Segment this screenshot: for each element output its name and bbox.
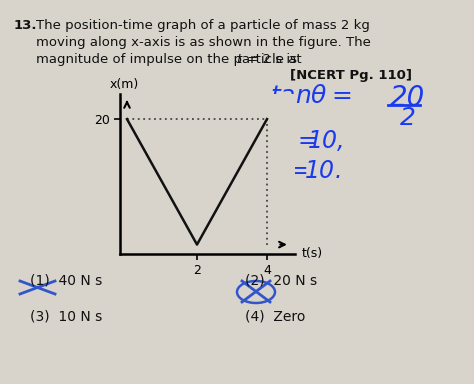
- Text: $v=$: $v=$: [270, 159, 308, 183]
- Text: (3)  10 N s: (3) 10 N s: [30, 309, 102, 323]
- Text: t(s): t(s): [302, 248, 323, 260]
- Text: (4)  Zero: (4) Zero: [245, 309, 305, 323]
- Text: (1)  40 N s: (1) 40 N s: [30, 274, 102, 288]
- Text: $m=$: $m=$: [270, 129, 317, 153]
- Text: 10: 10: [305, 159, 335, 183]
- Text: [NCERT Pg. 110]: [NCERT Pg. 110]: [290, 69, 412, 82]
- Text: 10,: 10,: [308, 129, 346, 153]
- Text: moving along x-axis is as shown in the figure. The: moving along x-axis is as shown in the f…: [36, 36, 371, 49]
- Text: $tan\theta=$: $tan\theta=$: [270, 84, 351, 108]
- Text: 13.: 13.: [14, 19, 37, 32]
- Text: x(m): x(m): [109, 78, 139, 91]
- Text: .: .: [335, 159, 343, 183]
- Text: The position-time graph of a particle of mass 2 kg: The position-time graph of a particle of…: [36, 19, 370, 32]
- Text: magnitude of impulse on the particle at: magnitude of impulse on the particle at: [36, 53, 306, 66]
- Text: 20: 20: [390, 84, 425, 112]
- Text: t: t: [236, 53, 241, 66]
- Text: (2)  20 N s: (2) 20 N s: [245, 274, 317, 288]
- Text: 2: 2: [400, 106, 416, 130]
- Text: = 2 s is: = 2 s is: [243, 53, 297, 66]
